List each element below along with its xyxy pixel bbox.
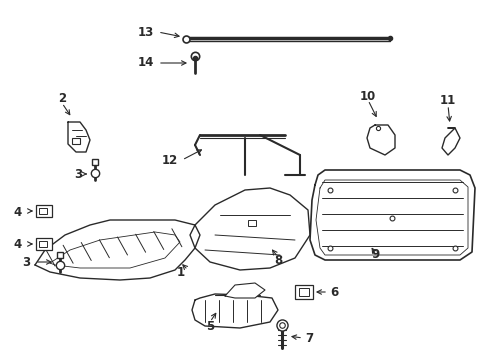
Text: 13: 13	[138, 26, 154, 39]
Bar	[39, 208, 47, 214]
Polygon shape	[35, 220, 200, 280]
Bar	[247, 220, 256, 226]
Text: 2: 2	[58, 93, 66, 105]
Polygon shape	[192, 294, 278, 328]
Text: 4: 4	[14, 206, 22, 219]
Text: 5: 5	[205, 320, 214, 333]
Bar	[298, 288, 308, 296]
Polygon shape	[309, 170, 474, 260]
Text: 9: 9	[370, 248, 378, 261]
Text: 11: 11	[439, 94, 455, 108]
Text: 12: 12	[162, 153, 178, 166]
Bar	[39, 241, 47, 247]
Polygon shape	[366, 125, 394, 155]
Bar	[294, 285, 312, 299]
Text: 14: 14	[137, 57, 154, 69]
Bar	[36, 238, 52, 250]
Text: 10: 10	[359, 90, 375, 103]
Polygon shape	[190, 188, 309, 270]
Text: 7: 7	[305, 332, 312, 345]
Bar	[36, 205, 52, 217]
Polygon shape	[68, 122, 90, 152]
Text: 3: 3	[22, 256, 30, 269]
Text: 1: 1	[177, 266, 184, 279]
Bar	[72, 138, 80, 144]
Text: 8: 8	[273, 255, 282, 267]
Text: 6: 6	[329, 285, 338, 298]
Polygon shape	[224, 283, 264, 298]
Polygon shape	[441, 128, 459, 155]
Text: 4: 4	[14, 238, 22, 251]
Text: 3: 3	[74, 167, 82, 180]
